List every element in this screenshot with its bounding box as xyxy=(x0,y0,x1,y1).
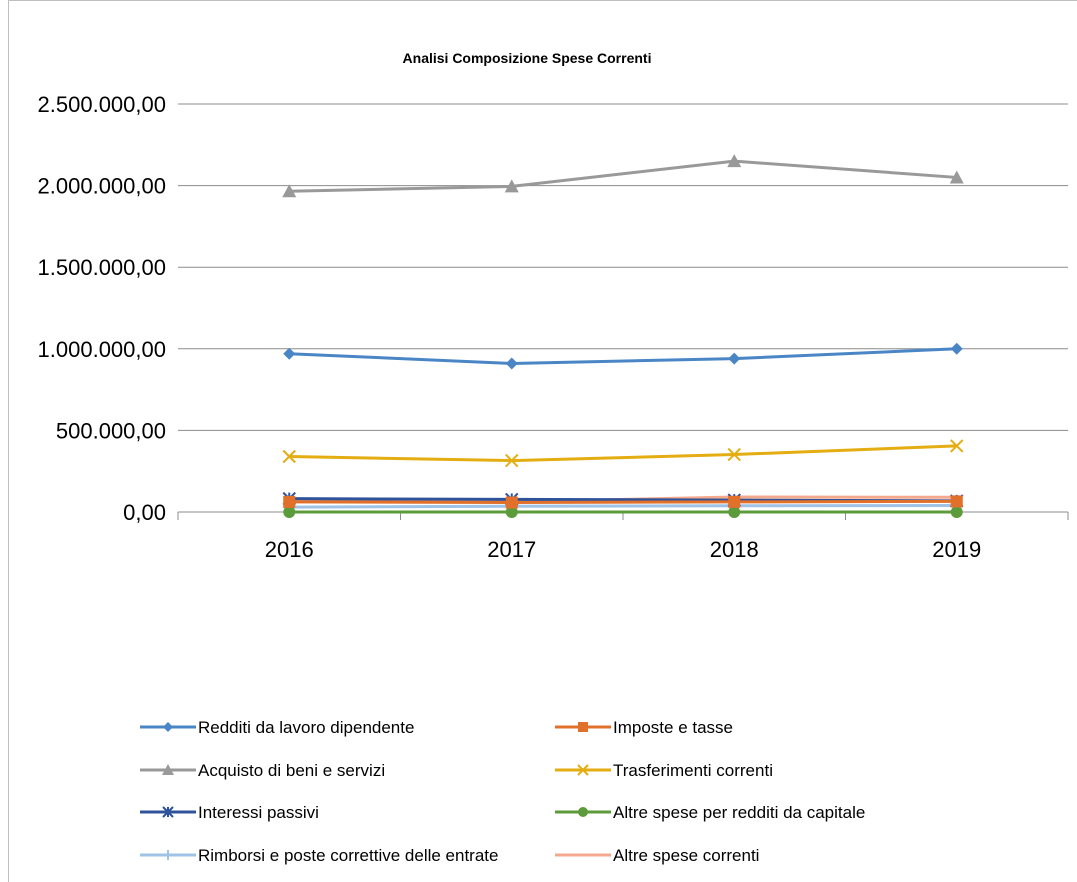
legend-label: Interessi passivi xyxy=(198,803,319,822)
y-axis-ticks: 0,00 500.000,00 1.000.000,00 1.500.000,00 2.… xyxy=(38,92,166,525)
data-point xyxy=(950,439,964,453)
y-tick-label: 0,00 xyxy=(123,500,166,525)
data-point xyxy=(950,506,963,518)
x-tick-label: 2016 xyxy=(265,537,314,562)
data-point xyxy=(728,506,741,518)
chart-frame xyxy=(8,0,1077,882)
legend-label: Altre spese per redditi da capitale xyxy=(613,803,865,822)
chart-title: Analisi Composizione Spese Correnti xyxy=(403,50,652,66)
data-point xyxy=(949,170,964,184)
legend-label: Trasferimenti correnti xyxy=(613,761,773,780)
data-point xyxy=(950,342,963,355)
data-point xyxy=(282,184,297,198)
data-point xyxy=(577,764,589,776)
data-point xyxy=(505,506,518,518)
data-point xyxy=(163,722,173,732)
data-point xyxy=(578,807,588,817)
data-point xyxy=(728,495,741,508)
legend-label: Redditi da lavoro dipendente xyxy=(198,718,414,737)
series-line xyxy=(289,347,957,365)
series-2 xyxy=(282,154,964,198)
series-1 xyxy=(283,495,963,509)
legend-item: Acquisto di beni e servizi xyxy=(140,761,385,780)
data-point xyxy=(283,506,296,518)
legend: Redditi da lavoro dipendente Imposte e ta… xyxy=(140,718,865,865)
legend-item: Trasferimenti correnti xyxy=(555,761,773,780)
series-line xyxy=(289,444,957,463)
x-tick-label: 2017 xyxy=(487,537,536,562)
y-tick-label: 1.000.000,00 xyxy=(38,337,166,362)
x-tick-label: 2019 xyxy=(932,537,981,562)
data-point xyxy=(163,850,173,860)
data-point xyxy=(728,352,741,365)
legend-item: Rimborsi e poste correttive delle entrat… xyxy=(140,846,498,865)
data-point xyxy=(950,495,963,508)
data-point xyxy=(727,154,742,168)
legend-item: Altre spese per redditi da capitale xyxy=(555,803,865,822)
legend-item: Imposte e tasse xyxy=(555,718,733,737)
grid-lines xyxy=(178,103,1068,431)
series-group xyxy=(282,154,964,518)
data-point xyxy=(578,722,588,732)
series-line xyxy=(289,503,957,509)
data-point xyxy=(727,447,741,462)
series-line xyxy=(289,159,957,193)
legend-item: Redditi da lavoro dipendente xyxy=(140,718,414,737)
data-point xyxy=(162,806,174,818)
data-point xyxy=(505,453,519,468)
y-tick-label: 500.000,00 xyxy=(56,418,166,443)
x-axis-ticks: 2016 2017 2018 2019 xyxy=(265,537,981,562)
series-5 xyxy=(283,506,963,518)
data-point xyxy=(283,495,296,508)
data-point xyxy=(162,764,174,775)
data-point xyxy=(505,357,518,370)
data-point xyxy=(282,449,296,464)
data-point xyxy=(505,496,518,509)
series-3 xyxy=(282,439,964,468)
series-line xyxy=(289,499,957,505)
legend-item: Interessi passivi xyxy=(140,803,319,822)
legend-item: Altre spese correnti xyxy=(555,846,759,865)
y-tick-label: 2.500.000,00 xyxy=(38,92,166,117)
y-tick-label: 2.000.000,00 xyxy=(38,174,166,199)
legend-label: Imposte e tasse xyxy=(613,718,733,737)
data-point xyxy=(504,179,519,193)
legend-label: Altre spese correnti xyxy=(613,846,759,865)
data-point xyxy=(283,347,296,360)
y-tick-label: 1.500.000,00 xyxy=(38,255,166,280)
legend-label: Acquisto di beni e servizi xyxy=(198,761,385,780)
series-0 xyxy=(283,342,963,370)
legend-label: Rimborsi e poste correttive delle entrat… xyxy=(198,846,498,865)
x-tick-label: 2018 xyxy=(710,537,759,562)
